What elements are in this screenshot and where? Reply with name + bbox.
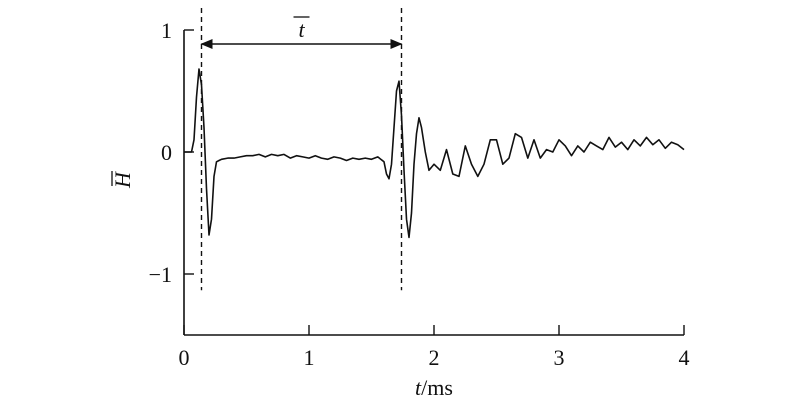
y-tick-label: 0 <box>161 140 172 165</box>
x-tick-label: 4 <box>679 345 690 370</box>
period-annotation: t <box>200 8 403 291</box>
x-axis-variable: t <box>415 375 422 400</box>
y-axis-title-text: H <box>110 171 135 189</box>
y-tick-label: 1 <box>161 18 172 43</box>
axes <box>183 30 684 336</box>
period-label: t <box>298 17 305 42</box>
y-tick-label: −1 <box>149 262 172 287</box>
tick-labels: 0 1 2 3 4 1 0 −1 <box>149 18 690 370</box>
svg-text:t/ms: t/ms <box>415 375 453 400</box>
signal-line <box>184 68 685 239</box>
x-tick-label: 0 <box>179 345 190 370</box>
ticks <box>183 29 685 335</box>
x-axis-unit: /ms <box>421 375 453 400</box>
y-axis-title: H <box>110 171 135 189</box>
x-tick-label: 1 <box>304 345 315 370</box>
x-tick-label: 2 <box>429 345 440 370</box>
x-tick-label: 3 <box>554 345 565 370</box>
x-axis-title: t/ms <box>415 375 453 400</box>
